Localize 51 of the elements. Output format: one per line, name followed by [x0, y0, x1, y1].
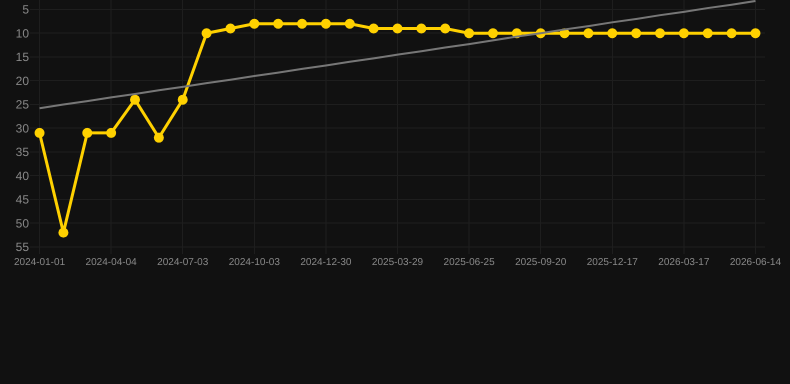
x-tick-label: 2024-04-04 — [86, 257, 138, 268]
point — [750, 28, 760, 38]
y-tick-label: 55 — [16, 240, 30, 254]
y-tick-label: 45 — [16, 192, 30, 207]
x-tick-label: 2024-10-03 — [228, 257, 280, 268]
point — [655, 28, 665, 38]
point — [440, 23, 450, 34]
point — [583, 28, 594, 38]
point — [488, 28, 498, 38]
x-tick-label: 2026-06-14 — [730, 257, 782, 268]
y-tick-label: 40 — [16, 168, 30, 183]
x-tick-label: 2024-01-01 — [14, 257, 66, 268]
y-tick-label: 10 — [16, 26, 30, 40]
x-tick-label: 2025-06-25 — [444, 257, 496, 268]
point — [106, 128, 116, 138]
x-tick-label: 2024-07-03 — [157, 257, 209, 268]
point — [58, 228, 68, 238]
y-tick-label: 5 — [22, 2, 30, 17]
point — [202, 28, 212, 38]
point — [82, 128, 92, 138]
point — [178, 94, 188, 105]
point — [154, 132, 164, 143]
point — [273, 18, 284, 29]
point — [368, 23, 379, 34]
y-tick-label: 15 — [16, 50, 30, 64]
y-tick-label: 50 — [16, 216, 30, 230]
x-tick-label: 2025-12-17 — [586, 257, 638, 268]
x-tick-label: 2024-12-30 — [300, 257, 352, 268]
point — [702, 28, 713, 38]
x-tick-label: 2025-03-29 — [372, 257, 424, 268]
y-tick-label: 25 — [16, 98, 30, 112]
point — [344, 18, 355, 29]
point — [225, 23, 236, 34]
point — [678, 28, 689, 38]
point — [392, 23, 402, 34]
point — [416, 23, 426, 34]
point — [464, 28, 474, 38]
point — [607, 28, 618, 38]
x-tick-label: 2026-03-17 — [658, 257, 710, 268]
line-series — [38, 0, 756, 110]
point — [726, 28, 737, 38]
point — [631, 28, 642, 38]
y-tick-label: 30 — [16, 121, 30, 136]
y-tick-label: 20 — [16, 74, 30, 88]
point — [34, 128, 45, 138]
point — [320, 18, 331, 29]
y-tick-label: 35 — [16, 145, 30, 160]
x-tick-label: 2025-09-20 — [515, 257, 567, 268]
point — [130, 94, 140, 105]
point — [297, 18, 308, 29]
point — [249, 18, 260, 29]
